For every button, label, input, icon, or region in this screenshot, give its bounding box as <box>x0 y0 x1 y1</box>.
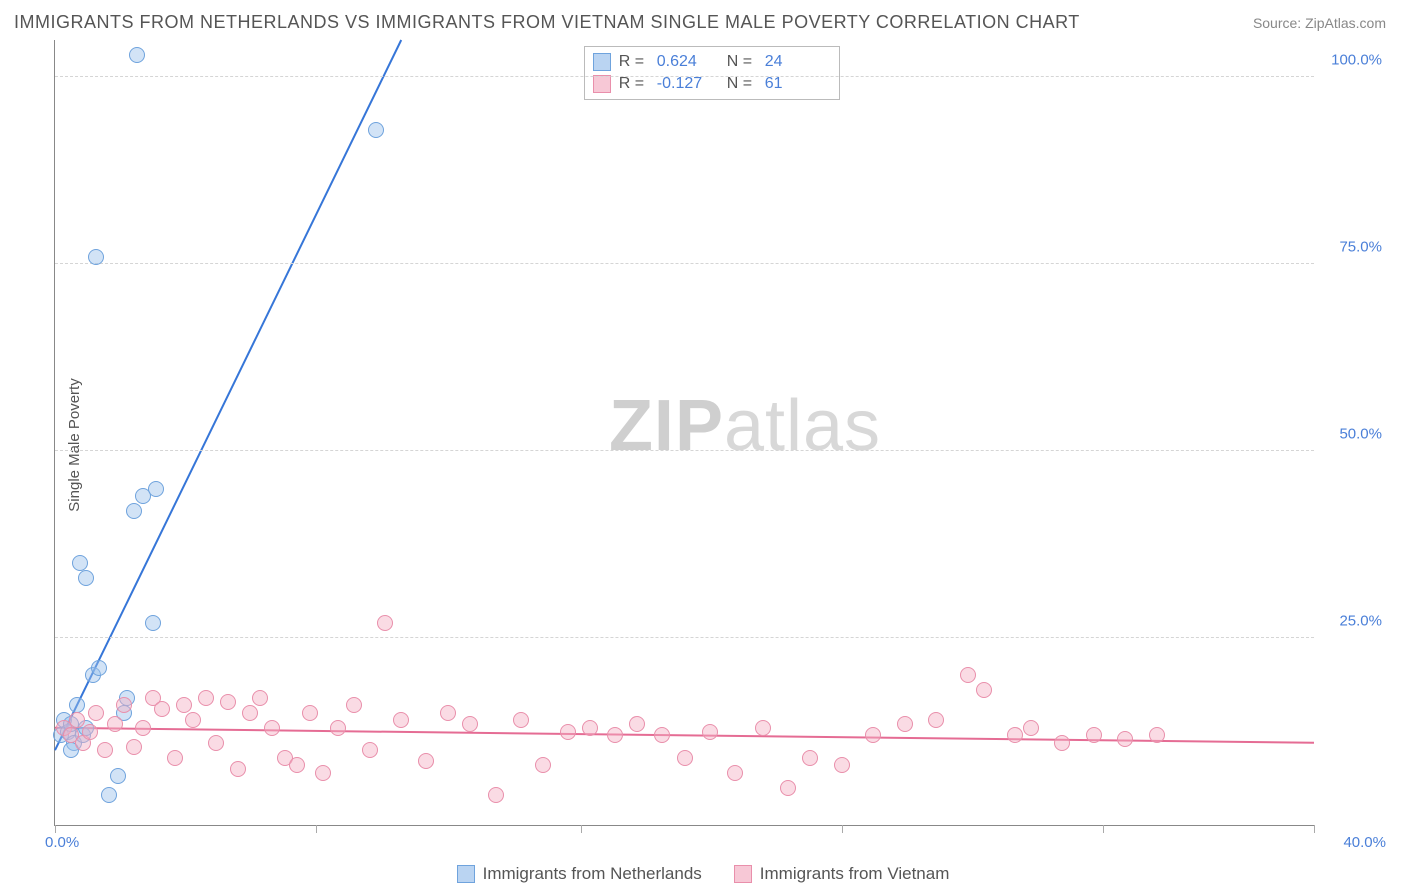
data-point <box>865 727 881 743</box>
swatch-blue-icon <box>593 53 611 71</box>
legend-label: Immigrants from Vietnam <box>760 864 950 884</box>
data-point <box>198 690 214 706</box>
data-point <box>220 694 236 710</box>
swatch-blue-icon <box>457 865 475 883</box>
data-point <box>677 750 693 766</box>
data-point <box>129 47 145 63</box>
data-point <box>126 503 142 519</box>
data-point <box>513 712 529 728</box>
data-point <box>1023 720 1039 736</box>
source-credit: Source: ZipAtlas.com <box>1253 15 1386 31</box>
gridline <box>55 76 1314 77</box>
data-point <box>654 727 670 743</box>
x-tick <box>1314 825 1315 833</box>
data-point <box>488 787 504 803</box>
data-point <box>462 716 478 732</box>
legend-item-vietnam: Immigrants from Vietnam <box>734 864 950 884</box>
data-point <box>702 724 718 740</box>
data-point <box>346 697 362 713</box>
data-point <box>802 750 818 766</box>
data-point <box>145 615 161 631</box>
data-point <box>928 712 944 728</box>
data-point <box>154 701 170 717</box>
y-tick-label: 100.0% <box>1331 52 1382 69</box>
data-point <box>330 720 346 736</box>
x-tick <box>581 825 582 833</box>
stats-legend: R = 0.624 N = 24 R = -0.127 N = 61 <box>584 46 840 100</box>
swatch-pink-icon <box>734 865 752 883</box>
chart-container: Single Male Poverty ZIPatlas R = 0.624 N… <box>14 40 1386 850</box>
stats-row-netherlands: R = 0.624 N = 24 <box>593 51 827 73</box>
data-point <box>110 768 126 784</box>
trend-line <box>55 40 401 750</box>
data-point <box>148 481 164 497</box>
x-tick <box>842 825 843 833</box>
data-point <box>116 697 132 713</box>
data-point <box>582 720 598 736</box>
data-point <box>82 724 98 740</box>
data-point <box>727 765 743 781</box>
data-point <box>897 716 913 732</box>
data-point <box>69 697 85 713</box>
x-tick <box>1103 825 1104 833</box>
series-legend: Immigrants from Netherlands Immigrants f… <box>0 864 1406 884</box>
legend-label: Immigrants from Netherlands <box>483 864 702 884</box>
data-point <box>101 787 117 803</box>
data-point <box>1117 731 1133 747</box>
data-point <box>1054 735 1070 751</box>
legend-item-netherlands: Immigrants from Netherlands <box>457 864 702 884</box>
data-point <box>242 705 258 721</box>
x-tick <box>316 825 317 833</box>
scatter-plot: ZIPatlas R = 0.624 N = 24 R = -0.127 N =… <box>54 40 1314 826</box>
swatch-pink-icon <box>593 75 611 93</box>
data-point <box>185 712 201 728</box>
data-point <box>362 742 378 758</box>
data-point <box>1007 727 1023 743</box>
data-point <box>535 757 551 773</box>
data-point <box>834 757 850 773</box>
data-point <box>208 735 224 751</box>
data-point <box>176 697 192 713</box>
gridline <box>55 263 1314 264</box>
data-point <box>377 615 393 631</box>
data-point <box>1086 727 1102 743</box>
data-point <box>440 705 456 721</box>
x-tick <box>55 825 56 833</box>
data-point <box>126 739 142 755</box>
gridline <box>55 450 1314 451</box>
data-point <box>393 712 409 728</box>
data-point <box>368 122 384 138</box>
data-point <box>72 555 88 571</box>
data-point <box>976 682 992 698</box>
x-tick-label: 0.0% <box>45 834 79 851</box>
data-point <box>107 716 123 732</box>
data-point <box>252 690 268 706</box>
y-tick-label: 75.0% <box>1339 239 1382 256</box>
data-point <box>607 727 623 743</box>
x-tick-label: 40.0% <box>1343 834 1386 851</box>
gridline <box>55 637 1314 638</box>
data-point <box>560 724 576 740</box>
data-point <box>97 742 113 758</box>
data-point <box>418 753 434 769</box>
data-point <box>289 757 305 773</box>
data-point <box>780 780 796 796</box>
data-point <box>1149 727 1165 743</box>
data-point <box>315 765 331 781</box>
data-point <box>91 660 107 676</box>
page-title: IMMIGRANTS FROM NETHERLANDS VS IMMIGRANT… <box>14 12 1080 33</box>
data-point <box>960 667 976 683</box>
y-tick-label: 25.0% <box>1339 613 1382 630</box>
data-point <box>264 720 280 736</box>
data-point <box>230 761 246 777</box>
y-tick-label: 50.0% <box>1339 426 1382 443</box>
data-point <box>167 750 183 766</box>
data-point <box>302 705 318 721</box>
data-point <box>88 249 104 265</box>
data-point <box>135 720 151 736</box>
data-point <box>629 716 645 732</box>
data-point <box>78 570 94 586</box>
data-point <box>88 705 104 721</box>
data-point <box>755 720 771 736</box>
